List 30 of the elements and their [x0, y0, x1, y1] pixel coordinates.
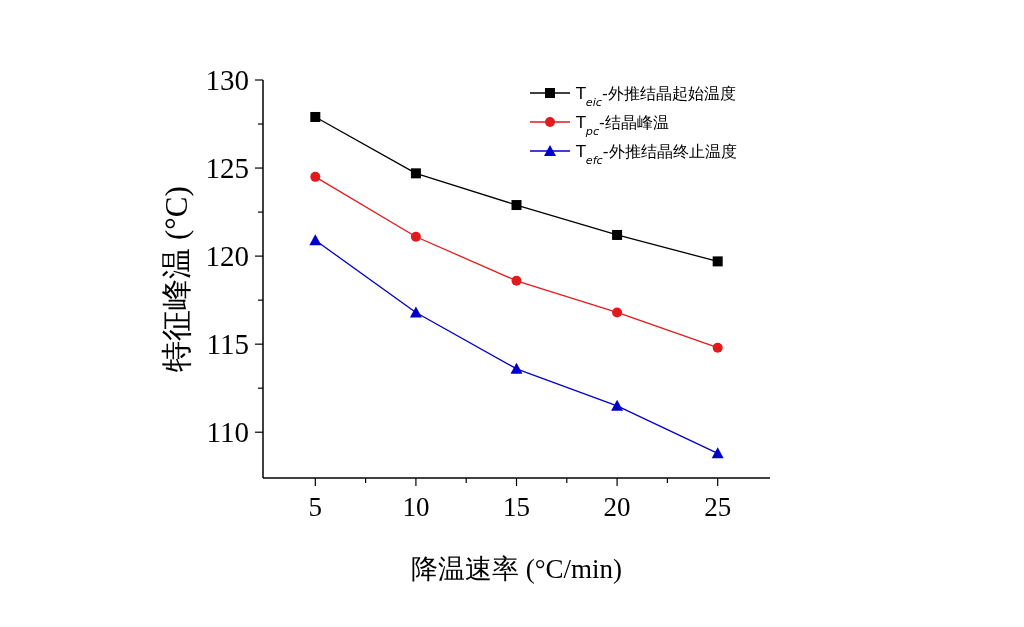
point [310, 111, 321, 122]
legend-label: T$_{pc}$-结晶峰温 [575, 113, 669, 138]
point [511, 275, 522, 286]
legend-label: T$_{efc}$-外推结晶终止温度 [575, 142, 737, 167]
point [511, 200, 522, 211]
point [409, 306, 422, 318]
y-tick-label: 125 [205, 152, 249, 185]
x-tick-label: 10 [402, 492, 430, 522]
x-axis-title: 降温速率 (°C/min) [410, 554, 623, 584]
x-tick-label: 15 [503, 492, 530, 522]
y-tick-label: 130 [205, 64, 249, 96]
point [712, 342, 723, 353]
y-axis-title: 特征峰温 (°C) [159, 186, 194, 372]
point [410, 231, 421, 242]
point [712, 256, 723, 267]
x-tick-label: 5 [308, 492, 323, 522]
point [309, 234, 322, 246]
point [611, 399, 624, 411]
y-tick-label: 115 [206, 328, 249, 361]
point [612, 229, 623, 240]
x-tick-label: 20 [603, 492, 631, 522]
point [612, 307, 623, 318]
point [410, 168, 421, 179]
y-tick-label: 120 [205, 240, 249, 273]
point [711, 447, 724, 459]
point [310, 171, 321, 182]
legend-label: T$_{eic}$-外推结晶起始温度 [575, 84, 736, 109]
point [510, 362, 523, 374]
y-tick-label: 110 [206, 416, 249, 449]
x-tick-label: 25 [704, 492, 732, 522]
